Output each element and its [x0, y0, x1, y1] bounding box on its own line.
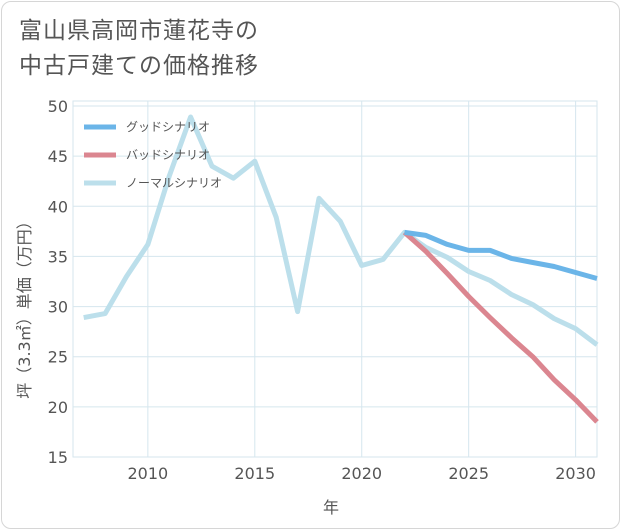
legend-label-normal: ノーマルシナリオ	[126, 176, 222, 190]
x-tick-label: 2010	[127, 464, 168, 483]
y-tick-label: 45	[48, 147, 68, 166]
chart-title: 富山県高岡市蓮花寺の 中古戸建ての価格推移	[19, 14, 259, 84]
x-tick-label: 2030	[555, 464, 596, 483]
x-tick-label: 2015	[234, 464, 275, 483]
series-line-bad	[402, 230, 599, 424]
y-tick-label: 40	[48, 197, 68, 216]
series-lines	[83, 114, 599, 424]
x-tick-label: 2020	[341, 464, 382, 483]
y-tick-label: 30	[48, 298, 68, 317]
chart-title-line-1: 富山県高岡市蓮花寺の	[19, 18, 259, 44]
legend-label-bad: バッドシナリオ	[126, 148, 210, 162]
legend-label-good: グッドシナリオ	[126, 120, 210, 134]
y-tick-label: 50	[48, 97, 68, 116]
y-tick-label: 35	[48, 247, 68, 266]
chart-title-line-2: 中古戸建ての価格推移	[19, 53, 259, 79]
y-axis-title: 坪（3.3㎡）単価（万円）	[15, 213, 34, 398]
series-line-good	[404, 229, 598, 281]
y-tick-label: 20	[48, 398, 68, 417]
y-tick-label: 15	[48, 448, 68, 467]
x-tick-label: 2025	[448, 464, 489, 483]
y-tick-label: 25	[48, 348, 68, 367]
series-line-normal	[83, 114, 599, 347]
x-axis-title: 年	[323, 498, 339, 517]
